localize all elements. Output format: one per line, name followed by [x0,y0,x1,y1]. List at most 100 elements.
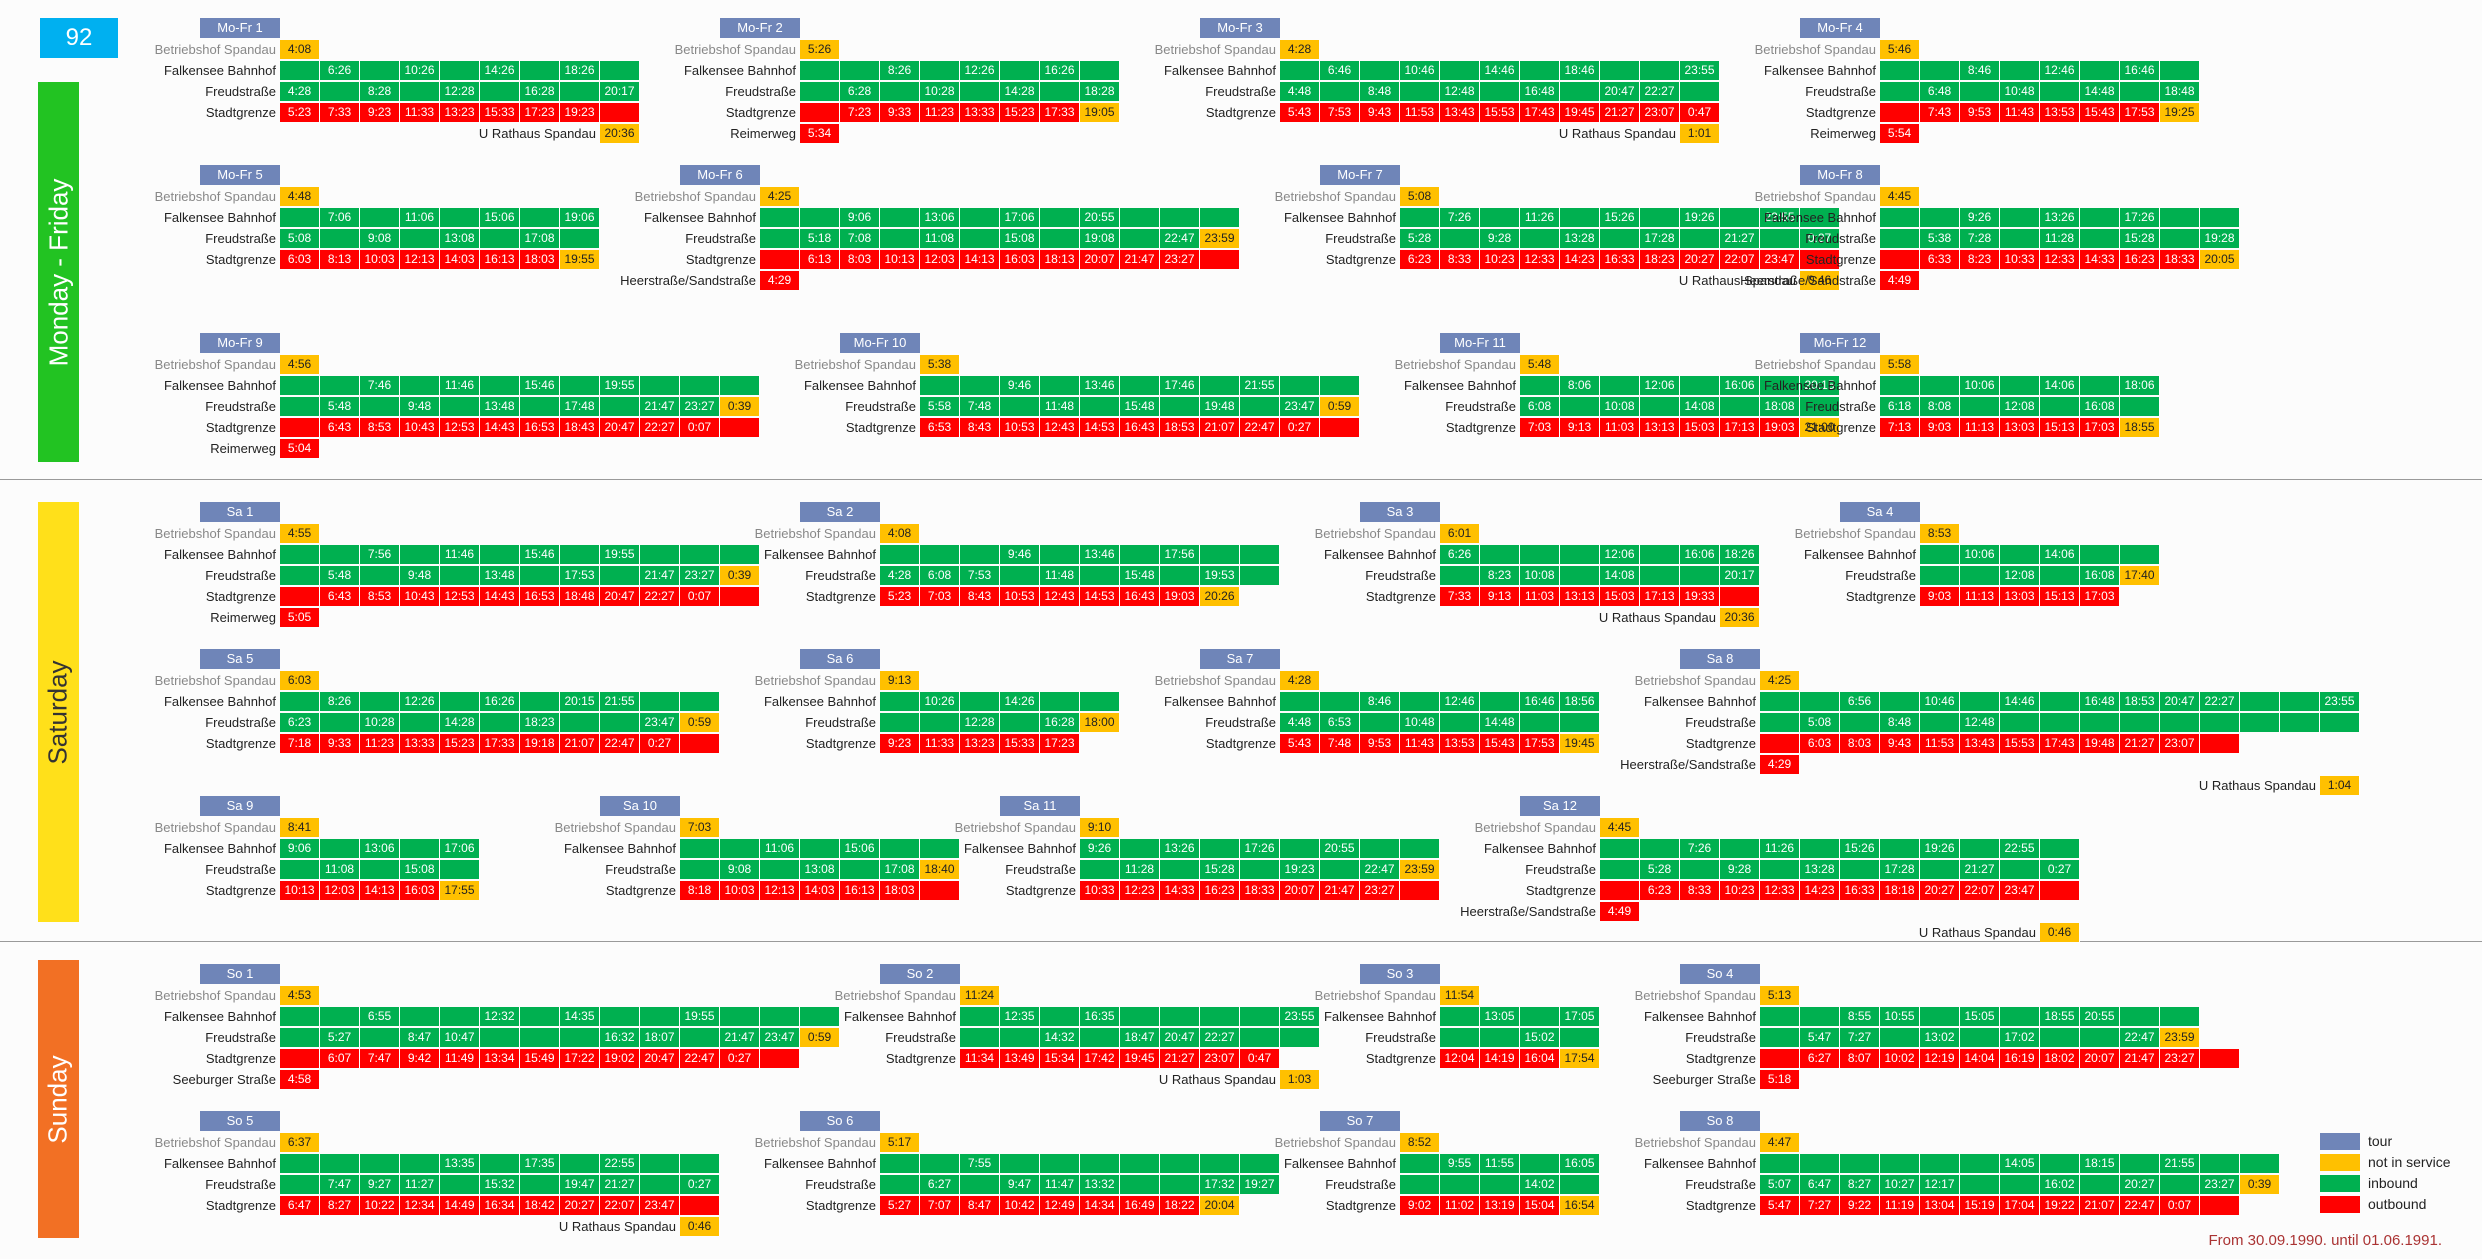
outbound-cell: 8:53 [360,587,400,606]
inbound-cell [1920,545,1960,564]
outbound-cell: 14:03 [800,881,840,900]
inbound-cell: 9:55 [1440,1154,1480,1173]
inbound-cell [880,545,920,564]
inbound-cell [1960,1028,2000,1047]
stop-label-stadtgrenze: Stadtgrenze [1685,736,1756,751]
inbound-cell [520,208,560,227]
tour-header-sa-5: Sa 5 [200,649,280,669]
saturday-section-label: Saturday [43,659,74,765]
outbound-cell: 18:22 [1160,1196,1200,1215]
inbound-cell: 20:55 [2080,1007,2120,1026]
not-in-service-cell: 8:41 [280,818,320,837]
inbound-cell [1960,1175,2000,1194]
inbound-cell [880,692,920,711]
tour-header-mo-fr-2: Mo-Fr 2 [720,18,800,38]
inbound-cell [1040,208,1080,227]
inbound-cell [280,1028,320,1047]
stop-label-betriebshof-spandau: Betriebshof Spandau [154,189,276,204]
outbound-cell: 16:34 [480,1196,520,1215]
outbound-cell: 14:43 [480,587,520,606]
inbound-cell [480,545,520,564]
stop-label-stadtgrenze: Stadtgrenze [205,252,276,267]
inbound-cell [1000,566,1040,585]
inbound-cell: 7:56 [360,545,400,564]
outbound-cell: 21:27 [1160,1049,1200,1068]
tour-header-so-8: So 8 [1680,1111,1760,1131]
outbound-cell: 15:04 [1520,1196,1560,1215]
inbound-cell [640,376,680,395]
stop-label-stadtgrenze: Stadtgrenze [1205,105,1276,120]
inbound-cell: 21:27 [600,1175,640,1194]
inbound-cell [760,860,800,879]
not-in-service-cell: 20:04 [1200,1196,1240,1215]
inbound-cell: 12:28 [960,713,1000,732]
inbound-cell: 14:46 [2000,692,2040,711]
inbound-cell [2120,1007,2160,1026]
outbound-cell: 13:23 [440,103,480,122]
outbound-cell: 10:23 [1720,881,1760,900]
inbound-cell [2160,229,2200,248]
outbound-cell: 23:07 [2160,734,2200,753]
inbound-cell [440,397,480,416]
outbound-cell: 9:33 [320,734,360,753]
outbound-cell: 7:33 [320,103,360,122]
inbound-cell: 8:23 [1480,566,1520,585]
weekday-section-bar: Monday - Friday [38,82,79,462]
inbound-cell [1400,692,1440,711]
stop-label-reimerweg: Reimerweg [1810,126,1876,141]
inbound-cell: 6:08 [1520,397,1560,416]
inbound-cell: 20:47 [2160,692,2200,711]
outbound-cell: 8:47 [960,1196,1000,1215]
outbound-cell: 0:27 [720,1049,760,1068]
inbound-cell [1440,566,1480,585]
stop-label-betriebshof-spandau: Betriebshof Spandau [154,526,276,541]
inbound-cell: 21:47 [640,397,680,416]
outbound-cell: 16:03 [400,881,440,900]
stop-label-freudstra-e: Freudstraße [205,1030,276,1045]
inbound-cell [760,1007,800,1026]
not-in-service-cell: 18:00 [1080,713,1120,732]
inbound-cell [1680,566,1720,585]
inbound-cell: 12:06 [1600,545,1640,564]
inbound-cell [960,1175,1000,1194]
inbound-cell: 10:55 [1880,1007,1920,1026]
outbound-cell: 7:47 [360,1049,400,1068]
inbound-cell [1240,860,1280,879]
inbound-cell [1040,229,1080,248]
not-in-service-cell: 9:10 [1080,818,1120,837]
outbound-cell: 17:22 [560,1049,600,1068]
stop-label-falkensee-bahnhof: Falkensee Bahnhof [1283,210,1396,225]
outbound-cell: 5:34 [800,124,840,143]
inbound-cell [760,229,800,248]
outbound-cell: 4:58 [280,1070,320,1089]
inbound-cell: 6:26 [320,61,360,80]
legend-not-in-service-label: not in service [2368,1154,2451,1170]
outbound-cell: 22:07 [1720,250,1760,269]
outbound-cell: 11:53 [1400,103,1440,122]
outbound-cell: 10:33 [2000,250,2040,269]
section-divider [0,941,2482,942]
stop-label-stadtgrenze: Stadtgrenze [205,1051,276,1066]
inbound-cell [2080,208,2120,227]
stop-label-stadtgrenze: Stadtgrenze [885,1051,956,1066]
outbound-cell: 12:43 [1040,418,1080,437]
inbound-cell: 7:28 [1960,229,2000,248]
outbound-cell [1800,250,1840,269]
stop-label-freudstra-e: Freudstraße [1685,1177,1756,1192]
inbound-cell: 5:38 [1920,229,1960,248]
inbound-cell [2000,208,2040,227]
stop-label-reimerweg: Reimerweg [210,441,276,456]
stop-label-betriebshof-spandau: Betriebshof Spandau [1394,357,1516,372]
inbound-cell [320,1007,360,1026]
stop-label-falkensee-bahnhof: Falkensee Bahnhof [1403,378,1516,393]
inbound-cell [320,229,360,248]
outbound-cell: 18:13 [1040,250,1080,269]
inbound-cell [280,1154,320,1173]
outbound-cell: 11:49 [440,1049,480,1068]
stop-label-falkensee-bahnhof: Falkensee Bahnhof [763,694,876,709]
stop-label-stadtgrenze: Stadtgrenze [845,420,916,435]
outbound-cell: 16:04 [1520,1049,1560,1068]
inbound-cell: 11:46 [440,545,480,564]
stop-label-stadtgrenze: Stadtgrenze [1445,420,1516,435]
inbound-cell [520,397,560,416]
